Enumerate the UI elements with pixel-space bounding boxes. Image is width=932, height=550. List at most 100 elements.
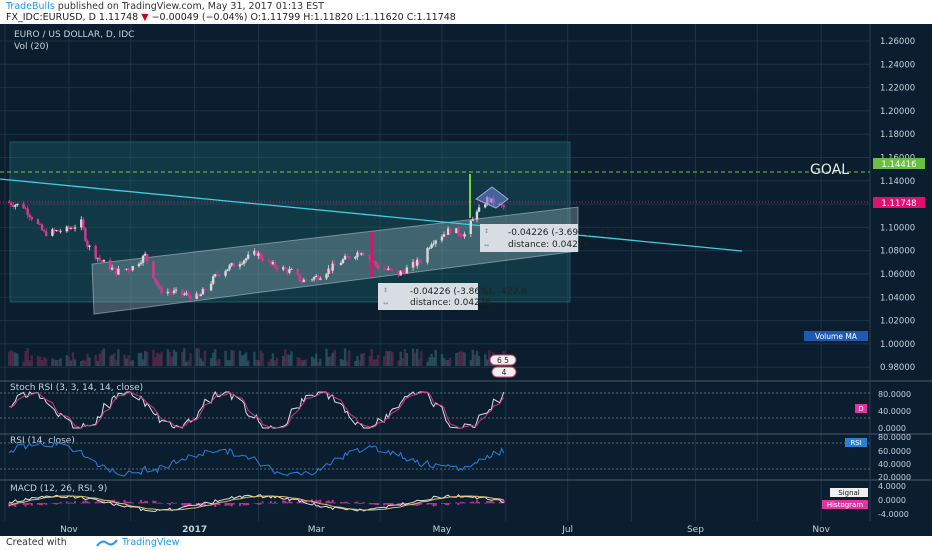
chart-svg[interactable]: ↕ -0.04226 (-3.69%), -422.6 ↔ distance: … — [0, 24, 932, 536]
histogram-bar — [36, 503, 39, 505]
volume-bar — [341, 359, 345, 366]
tradingview-brand[interactable]: TradingView — [122, 537, 180, 548]
chart-area[interactable]: ↕ -0.04226 (-3.69%), -422.6 ↔ distance: … — [0, 24, 932, 536]
candle-body — [152, 261, 155, 279]
volume-bar — [71, 352, 75, 366]
measure-box-2[interactable]: ↕ -0.04226 (-3.86%), -422.6 ↔ distance: … — [378, 283, 527, 310]
volume-bar — [55, 359, 58, 366]
volume-bar — [415, 348, 419, 366]
candle-body — [201, 288, 205, 295]
candle-body — [300, 280, 303, 283]
volume-bar — [9, 350, 13, 366]
projection-shape[interactable] — [475, 186, 509, 209]
histogram-bar — [374, 503, 377, 506]
publisher-name[interactable]: TradeBulls — [6, 1, 55, 12]
candle-body — [500, 203, 503, 206]
candle-body — [413, 261, 417, 266]
histogram-bar — [327, 500, 330, 504]
volume-bar — [362, 353, 365, 366]
histogram-bar — [354, 501, 357, 504]
volume-bar — [296, 357, 299, 366]
volume-bar — [354, 361, 357, 366]
histogram-bar — [195, 503, 198, 506]
candle-body — [440, 236, 444, 241]
histogram-bar — [228, 503, 231, 506]
candle-body — [368, 255, 371, 260]
goal-label[interactable]: GOAL — [810, 162, 849, 178]
volume-bar — [156, 352, 159, 366]
stoch-tag — [855, 404, 867, 413]
volume-bar — [57, 359, 60, 366]
histogram-bar — [14, 503, 17, 507]
candle-body — [189, 295, 192, 299]
histogram-bar — [267, 502, 270, 504]
rsi-tick-60: 60.0000 — [878, 447, 911, 456]
histogram-bar — [57, 503, 60, 504]
event-badges[interactable]: 6 5 4 — [489, 354, 517, 378]
volume-bar — [259, 350, 262, 366]
histogram-bar — [461, 501, 464, 504]
histogram-bar — [88, 502, 91, 504]
candle-body — [255, 250, 258, 256]
candle-body — [383, 268, 386, 270]
histogram-bar — [230, 503, 233, 507]
candle-body — [391, 269, 394, 271]
histogram-bar — [43, 503, 46, 505]
volume-bar — [286, 354, 289, 366]
histogram-bar — [158, 502, 161, 504]
volume-bar — [300, 360, 303, 366]
macd-label: MACD (12, 26, RSI, 9) — [10, 484, 107, 494]
stoch-tick-80: 80.0000 — [878, 390, 911, 399]
candle-body — [269, 260, 273, 265]
grid — [0, 24, 870, 521]
histogram-bar — [247, 503, 250, 506]
histogram-bar — [457, 503, 460, 505]
histogram-bar — [492, 501, 495, 504]
volume-bar — [14, 352, 17, 366]
candle-body — [448, 228, 452, 234]
volume-bar — [181, 352, 184, 366]
histogram-bar — [434, 503, 437, 506]
volume-bar — [166, 349, 170, 366]
candle-body — [304, 279, 308, 281]
candle-body — [261, 257, 264, 261]
measure-2-line1: -0.04226 (-3.86%), -422.6 — [410, 287, 527, 297]
candle-body — [183, 294, 186, 295]
candle-body — [253, 250, 256, 255]
volume-bar — [244, 352, 248, 366]
volume-bar — [214, 349, 217, 366]
candle-body — [55, 230, 58, 232]
histogram-bar — [226, 503, 229, 506]
histogram-bar — [67, 503, 70, 504]
candle-body — [154, 278, 157, 282]
measure-icon: ↕ — [383, 287, 388, 294]
candle-body — [444, 234, 448, 236]
histogram-bar — [271, 503, 274, 504]
volume-bar — [100, 350, 104, 366]
histogram-bar — [16, 503, 19, 505]
candle-body — [203, 288, 207, 291]
candle-body — [69, 228, 73, 229]
candle-body — [471, 219, 475, 221]
candle-body — [156, 281, 159, 286]
time-axis[interactable]: Nov 2017 Mar May Jul Sep Nov — [60, 525, 830, 535]
histogram-bar — [216, 503, 219, 505]
candle-body — [463, 233, 466, 237]
volume-bar — [442, 357, 446, 366]
trendline[interactable] — [0, 178, 743, 252]
volume-bar — [385, 350, 388, 366]
volume-bar — [211, 352, 215, 366]
volume-bar — [216, 360, 219, 366]
volume-bar — [170, 356, 174, 366]
measure-box-1[interactable]: ↕ -0.04226 (-3.69%), -422.6 ↔ distance: … — [480, 224, 625, 252]
histogram-bar — [102, 500, 105, 504]
volume-bar — [434, 349, 437, 366]
volume-bar — [240, 355, 244, 366]
candle-body — [59, 231, 62, 233]
volume-bar — [22, 361, 25, 366]
histogram-bar — [181, 503, 184, 506]
histogram-bar — [28, 503, 31, 505]
volume-bar — [339, 358, 343, 366]
histogram-bar — [55, 503, 58, 505]
histogram-bar — [170, 502, 173, 504]
